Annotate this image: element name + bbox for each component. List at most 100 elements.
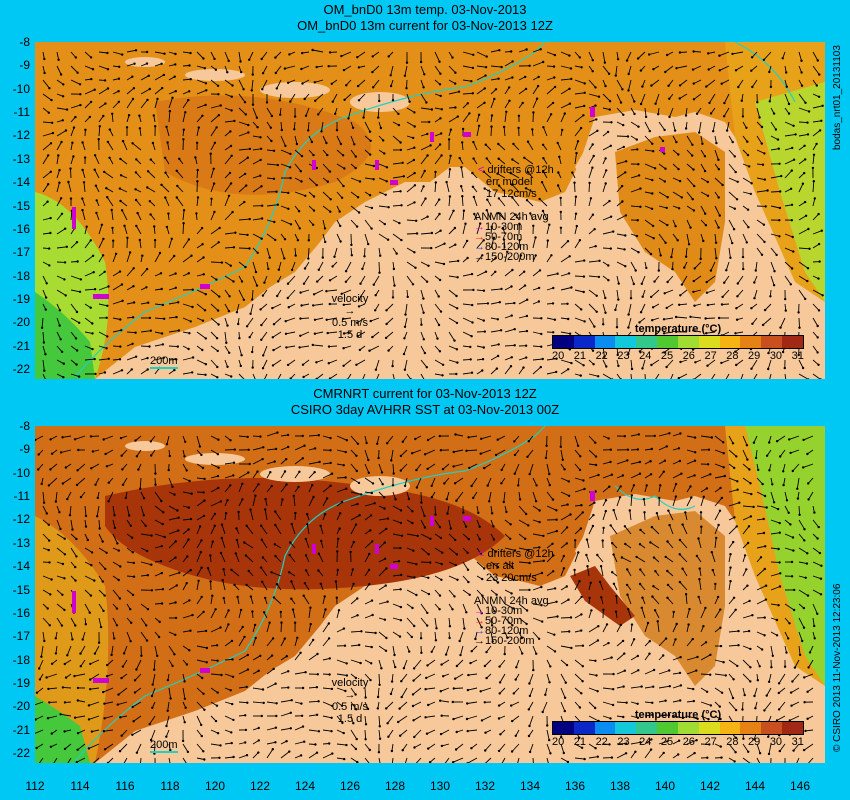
current-arrow bbox=[812, 243, 820, 249]
current-arrow-head bbox=[311, 343, 314, 347]
current-arrow-head bbox=[668, 669, 671, 672]
current-arrow-head bbox=[163, 317, 166, 320]
current-arrow bbox=[700, 673, 711, 676]
current-arrow-head bbox=[292, 494, 295, 497]
current-arrow bbox=[81, 198, 86, 207]
current-arrow-head bbox=[94, 184, 98, 187]
current-arrow-head bbox=[119, 345, 122, 348]
current-arrow bbox=[487, 477, 492, 486]
current-arrow bbox=[374, 303, 380, 311]
current-arrow-head bbox=[684, 127, 688, 130]
current-arrow-head bbox=[63, 608, 66, 612]
current-arrow-head bbox=[330, 82, 333, 85]
current-arrow bbox=[64, 659, 72, 665]
current-arrow-head bbox=[260, 237, 263, 240]
current-arrow-head bbox=[367, 458, 370, 462]
current-arrow bbox=[473, 196, 478, 207]
current-arrow-head bbox=[619, 623, 623, 627]
current-arrow bbox=[770, 491, 775, 503]
current-arrow bbox=[140, 302, 149, 305]
current-arrow-head bbox=[490, 624, 494, 627]
bottom-map-panel[interactable] bbox=[35, 426, 825, 763]
current-arrow bbox=[545, 449, 548, 458]
current-arrow-head bbox=[480, 626, 483, 629]
current-arrow bbox=[602, 624, 608, 633]
current-arrow-head bbox=[61, 686, 65, 689]
current-arrow bbox=[84, 271, 94, 277]
current-arrow-head bbox=[132, 87, 136, 90]
current-arrow-head bbox=[339, 142, 343, 146]
current-arrow-head bbox=[287, 207, 290, 210]
current-arrow-head bbox=[781, 57, 784, 60]
current-arrow-head bbox=[113, 637, 116, 640]
current-arrow-head bbox=[47, 687, 50, 691]
current-arrow-head bbox=[241, 498, 244, 501]
current-arrow-head bbox=[400, 680, 403, 683]
current-arrow bbox=[56, 331, 62, 340]
current-arrow-head bbox=[317, 268, 320, 271]
current-arrow bbox=[182, 539, 189, 549]
current-arrow-head bbox=[817, 212, 820, 216]
current-arrow-head bbox=[46, 717, 50, 720]
current-arrow-head bbox=[741, 115, 745, 118]
current-arrow-head bbox=[456, 361, 459, 364]
current-arrow-head bbox=[146, 170, 150, 173]
current-arrow-head bbox=[117, 693, 120, 696]
current-arrow bbox=[42, 155, 49, 165]
current-arrow-head bbox=[312, 153, 315, 157]
current-arrow-head bbox=[401, 161, 404, 164]
current-arrow-head bbox=[777, 691, 780, 695]
current-arrow-head bbox=[557, 171, 560, 174]
current-arrow bbox=[462, 561, 469, 571]
current-arrow-head bbox=[346, 378, 349, 379]
current-arrow-head bbox=[291, 608, 295, 611]
current-arrow bbox=[434, 199, 440, 207]
current-arrow-head bbox=[127, 114, 131, 117]
current-arrow bbox=[266, 638, 274, 647]
current-arrow bbox=[385, 331, 394, 339]
current-arrow bbox=[390, 449, 394, 461]
current-arrow bbox=[658, 233, 666, 244]
current-arrow bbox=[574, 435, 579, 446]
current-arrow-head bbox=[422, 297, 425, 300]
current-arrow-head bbox=[426, 611, 429, 615]
current-arrow-head bbox=[400, 695, 403, 699]
current-arrow-head bbox=[115, 607, 119, 610]
current-arrow-head bbox=[73, 438, 77, 441]
current-arrow-head bbox=[801, 182, 805, 185]
current-arrow-head bbox=[274, 56, 277, 59]
current-arrow-head bbox=[427, 592, 431, 596]
current-arrow-head bbox=[360, 493, 363, 496]
current-arrow bbox=[251, 289, 254, 300]
current-arrow bbox=[238, 373, 245, 379]
current-arrow-head bbox=[428, 120, 431, 124]
current-arrow-head bbox=[420, 651, 423, 654]
current-arrow-head bbox=[555, 600, 558, 603]
current-arrow bbox=[504, 575, 514, 581]
current-arrow-head bbox=[687, 623, 690, 626]
top-map-panel[interactable] bbox=[35, 42, 825, 379]
current-arrow bbox=[70, 317, 80, 324]
current-arrow-head bbox=[750, 69, 753, 72]
current-arrow-head bbox=[644, 115, 648, 119]
current-arrow-head bbox=[59, 197, 63, 200]
current-arrow bbox=[742, 491, 752, 495]
current-arrow bbox=[735, 331, 744, 334]
current-arrow bbox=[798, 631, 803, 642]
current-arrow bbox=[98, 533, 104, 542]
current-arrow bbox=[112, 284, 123, 291]
current-arrow-head bbox=[593, 501, 596, 504]
current-arrow-head bbox=[198, 445, 202, 448]
current-arrow-head bbox=[541, 357, 544, 361]
current-arrow bbox=[685, 594, 688, 605]
current-arrow-head bbox=[511, 60, 514, 63]
current-arrow-head bbox=[411, 452, 414, 455]
current-arrow bbox=[154, 343, 163, 347]
current-arrow bbox=[542, 701, 548, 713]
current-arrow bbox=[182, 51, 191, 54]
current-arrow-head bbox=[573, 568, 576, 572]
current-arrow-head bbox=[651, 224, 655, 228]
current-arrow bbox=[602, 145, 612, 151]
current-arrow-head bbox=[614, 610, 618, 613]
current-arrow bbox=[262, 65, 268, 74]
